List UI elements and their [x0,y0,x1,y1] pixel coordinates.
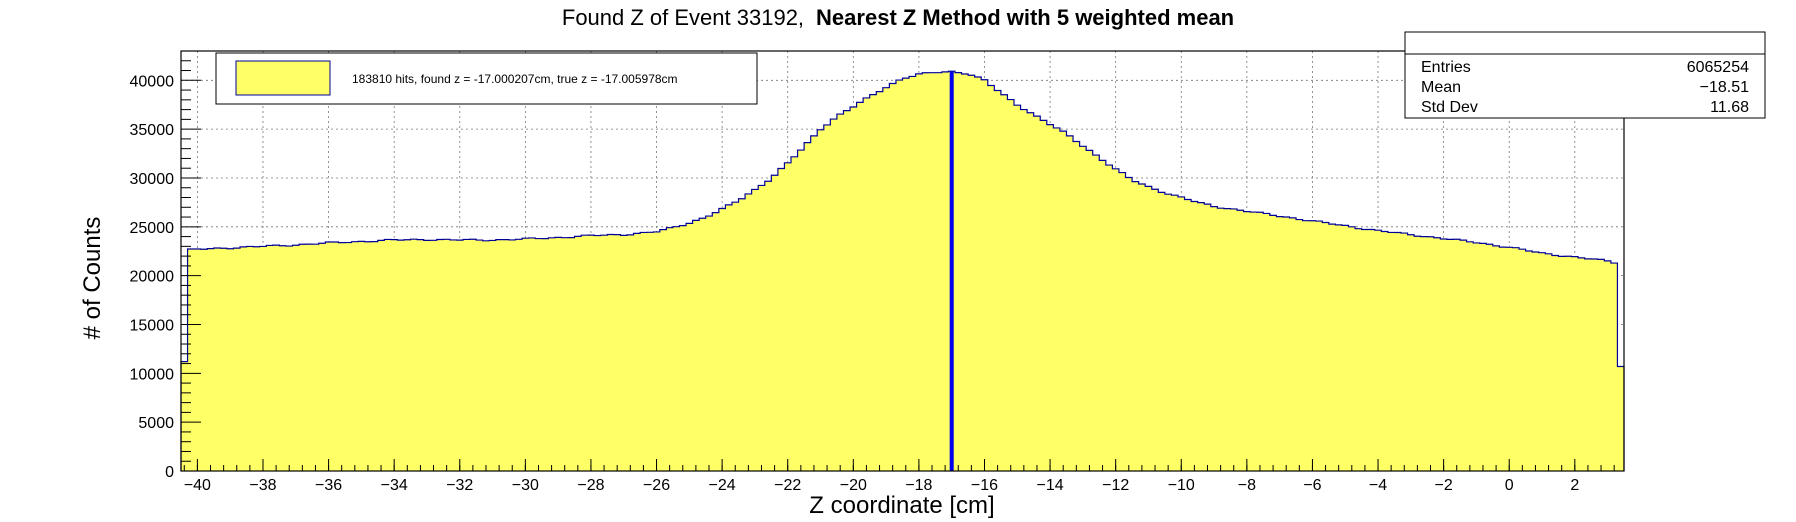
stats-box: Entries 6065254 Mean −18.51 Std Dev 11.6… [1404,31,1766,119]
x-tick-label: −18 [905,477,932,494]
axis-layer: −40 −38 −36 −34 −32 −30 −28 −26 −24 −22 −20 −18 −16−… [130,60,1615,494]
legend-swatch [235,60,331,96]
stats-box-frame [1404,31,1766,119]
plot-frame [180,50,1625,472]
stats-mean-value: −18.51 [1700,79,1749,96]
stats-mean-label: Mean [1421,79,1461,96]
x-tick-label: −20 [840,477,867,494]
legend-label: 183810 hits, found z = -17.000207cm, tru… [352,72,678,86]
stats-stddev-value: 11.68 [1710,99,1749,116]
x-tick-label: 0 [1505,477,1514,494]
x-tick-label: −40 [184,477,211,494]
x-tick-label: −16 [971,477,998,494]
x-tick-label: −6 [1303,477,1321,494]
y-tick-label: 0 [165,464,174,481]
x-tick-label: −10 [1168,477,1195,494]
x-tick-label: −36 [315,477,342,494]
stats-stddev-label: Std Dev [1421,99,1478,116]
histogram-outline [180,70,1625,471]
histogram-layer [180,70,1625,472]
x-tick-label: −8 [1238,477,1256,494]
y-tick-label: 35000 [130,122,175,139]
y-tick-label: 15000 [130,317,175,334]
x-tick-label: −14 [1037,477,1064,494]
chart-title-bold: Nearest Z Method with 5 weighted mean [816,5,1234,30]
y-tick-label: 30000 [130,171,175,188]
legend: 183810 hits, found z = -17.000207cm, tru… [215,52,758,105]
y-tick-label: 20000 [130,269,175,286]
x-tick-label: −12 [1102,477,1129,494]
y-tick-label: 40000 [130,73,175,90]
x-tick-label: −30 [512,477,539,494]
stats-entries-label: Entries [1421,59,1471,76]
x-tick-label: −26 [643,477,670,494]
x-tick-label: −2 [1435,477,1453,494]
stats-entries-value: 6065254 [1687,59,1749,76]
x-tick-label: 2 [1570,477,1579,494]
x-tick-label: −38 [249,477,276,494]
x-tick-label: −34 [381,477,408,494]
x-axis-title: Z coordinate [cm] [809,492,994,519]
y-tick-label: 10000 [130,366,175,383]
histogram-fill [181,71,1624,472]
x-tick-label: −24 [709,477,736,494]
y-tick-label: 25000 [130,220,175,237]
x-tick-label: −22 [774,477,801,494]
y-tick-label: 5000 [138,415,174,432]
y-axis-title: # of Counts [79,217,106,340]
chart-title-prefix: Found Z of Event 33192, [562,5,804,30]
x-tick-label: −28 [577,477,604,494]
x-tick-label: −4 [1369,477,1387,494]
x-tick-label: −32 [446,477,473,494]
chart-title: Found Z of Event 33192, Nearest Z Method … [562,5,1234,30]
